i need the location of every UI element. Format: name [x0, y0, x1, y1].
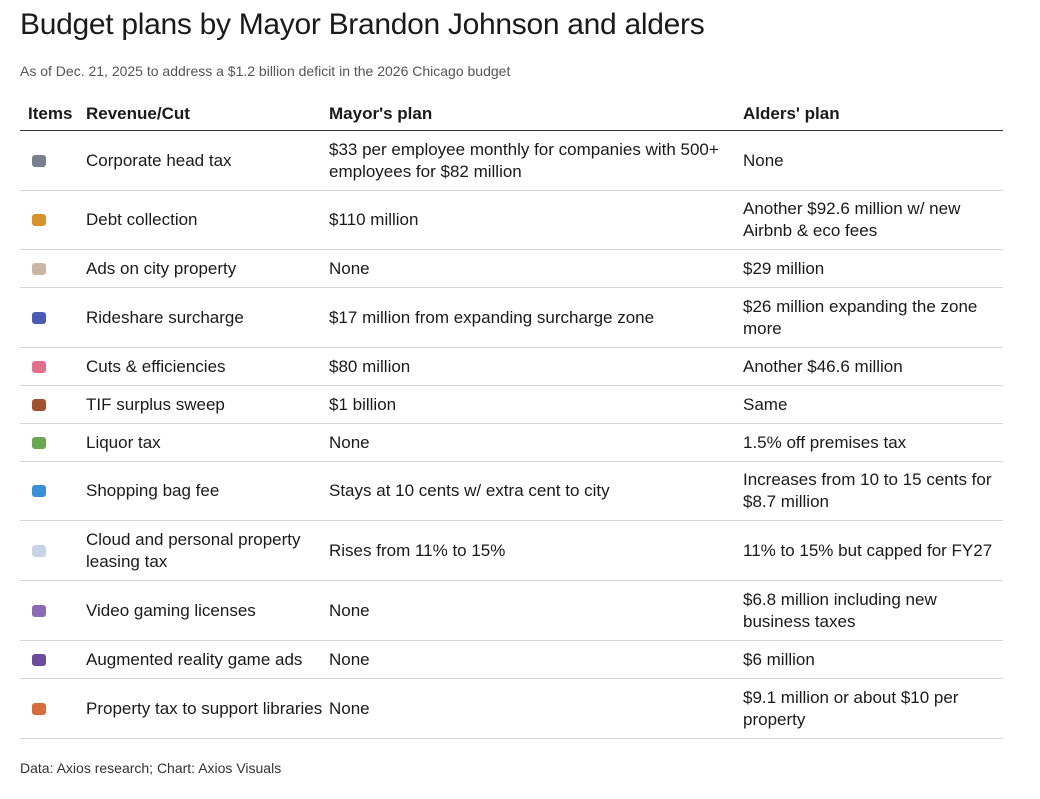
icon-cell: [20, 287, 86, 348]
row-icon: [32, 485, 46, 497]
table-row: Ads on city property None $29 million: [20, 249, 1003, 288]
alders-plan-cell: 11% to 15% but capped for FY27: [743, 520, 1003, 581]
icon-shape: [32, 702, 46, 715]
icon-shape: [32, 154, 46, 167]
row-icon: [32, 653, 46, 666]
column-header: Alders' plan: [743, 98, 1003, 131]
mayor-plan-cell: Rises from 11% to 15%: [329, 520, 743, 581]
icon-shape: [32, 262, 46, 275]
row-icon: [32, 398, 46, 411]
table-row: Property tax to support libraries None $9.…: [20, 678, 1003, 739]
mayor-plan-cell: $80 million: [329, 347, 743, 386]
table-body: Corporate head tax $33 per employee month…: [20, 130, 1003, 739]
row-icon: [32, 702, 46, 715]
icon-shape: [32, 604, 46, 617]
budget-table: Items Revenue/Cut Mayor's plan Alders' plan…: [20, 98, 1003, 739]
column-header: Items: [20, 98, 86, 131]
table-row: Video gaming licenses None $6.8 million in…: [20, 580, 1003, 641]
table-row: Augmented reality game ads None $6 million: [20, 640, 1003, 679]
alders-plan-cell: $6.8 million including new business taxe…: [743, 580, 1003, 641]
icon-shape: [32, 653, 46, 666]
alders-plan-cell: $9.1 million or about $10 per property: [743, 678, 1003, 739]
row-icon: [32, 214, 46, 226]
footer: Data: Axios research; Chart: Axios Visua…: [20, 760, 282, 776]
table-row: TIF surplus sweep $1 billion Same: [20, 385, 1003, 424]
alders-plan-cell: $6 million: [743, 640, 1003, 679]
row-icon: [32, 360, 46, 373]
icon-cell: [20, 249, 86, 288]
table-row: Cuts & efficiencies $80 million Another $4…: [20, 347, 1003, 386]
icon-shape: [32, 311, 46, 324]
table-row: Rideshare surcharge $17 million from expa…: [20, 287, 1003, 348]
table-row: Shopping bag fee Stays at 10 cents w/ ext…: [20, 461, 1003, 521]
icon-cell: [20, 640, 86, 679]
icon-cell: [20, 461, 86, 521]
row-icon: [32, 436, 46, 449]
icon-cell: [20, 347, 86, 386]
revenue-cut-cell: TIF surplus sweep: [86, 385, 329, 424]
alders-plan-cell: Increases from 10 to 15 cents for $8.7 m…: [743, 461, 1003, 521]
icon-shape: [32, 485, 46, 497]
revenue-cut-cell: Ads on city property: [86, 249, 329, 288]
mayor-plan-cell: None: [329, 678, 743, 739]
table-row: Corporate head tax $33 per employee month…: [20, 130, 1003, 191]
alders-plan-cell: 1.5% off premises tax: [743, 423, 1003, 462]
icon-cell: [20, 520, 86, 581]
icon-cell: [20, 130, 86, 191]
row-icon: [32, 544, 46, 557]
table-row: Cloud and personal property leasing tax R…: [20, 520, 1003, 581]
icon-cell: [20, 385, 86, 424]
revenue-cut-cell: Cuts & efficiencies: [86, 347, 329, 386]
row-icon: [32, 262, 46, 275]
revenue-cut-cell: Liquor tax: [86, 423, 329, 462]
mayor-plan-cell: None: [329, 423, 743, 462]
title: Budget plans by Mayor Brandon Johnson an…: [20, 8, 705, 41]
revenue-cut-cell: Property tax to support libraries: [86, 678, 329, 739]
mayor-plan-cell: $110 million: [329, 190, 743, 250]
icon-shape: [32, 436, 46, 449]
column-header: Revenue/Cut: [86, 98, 329, 131]
alders-plan-cell: None: [743, 130, 1003, 191]
mayor-plan-cell: $33 per employee monthly for companies w…: [329, 130, 743, 191]
mayor-plan-cell: $1 billion: [329, 385, 743, 424]
alders-plan-cell: Same: [743, 385, 1003, 424]
icon-cell: [20, 190, 86, 250]
mayor-plan-cell: None: [329, 640, 743, 679]
mayor-plan-cell: None: [329, 580, 743, 641]
column-header: Mayor's plan: [329, 98, 743, 131]
alders-plan-cell: $26 million expanding the zone more: [743, 287, 1003, 348]
icon-shape: [32, 214, 46, 226]
revenue-cut-cell: Debt collection: [86, 190, 329, 250]
revenue-cut-cell: Corporate head tax: [86, 130, 329, 191]
row-icon: [32, 311, 46, 324]
icon-cell: [20, 580, 86, 641]
revenue-cut-cell: Rideshare surcharge: [86, 287, 329, 348]
revenue-cut-cell: Video gaming licenses: [86, 580, 329, 641]
mayor-plan-cell: Stays at 10 cents w/ extra cent to city: [329, 461, 743, 521]
icon-shape: [32, 360, 46, 373]
table-row: Debt collection $110 million Another $92.6…: [20, 190, 1003, 250]
mayor-plan-cell: None: [329, 249, 743, 288]
alders-plan-cell: $29 million: [743, 249, 1003, 288]
subtitle: As of Dec. 21, 2025 to address a $1.2 bi…: [20, 63, 511, 79]
alders-plan-cell: Another $46.6 million: [743, 347, 1003, 386]
alders-plan-cell: Another $92.6 million w/ new Airbnb & ec…: [743, 190, 1003, 250]
header-row: Items Revenue/Cut Mayor's plan Alders' plan: [20, 98, 1003, 131]
mayor-plan-cell: $17 million from expanding surcharge zon…: [329, 287, 743, 348]
icon-cell: [20, 423, 86, 462]
revenue-cut-cell: Augmented reality game ads: [86, 640, 329, 679]
icon-cell: [20, 678, 86, 739]
revenue-cut-cell: Cloud and personal property leasing tax: [86, 520, 329, 581]
table-row: Liquor tax None 1.5% off premises tax: [20, 423, 1003, 462]
row-icon: [32, 154, 46, 167]
icon-shape: [32, 398, 46, 411]
row-icon: [32, 604, 46, 617]
revenue-cut-cell: Shopping bag fee: [86, 461, 329, 521]
icon-shape: [32, 544, 46, 557]
